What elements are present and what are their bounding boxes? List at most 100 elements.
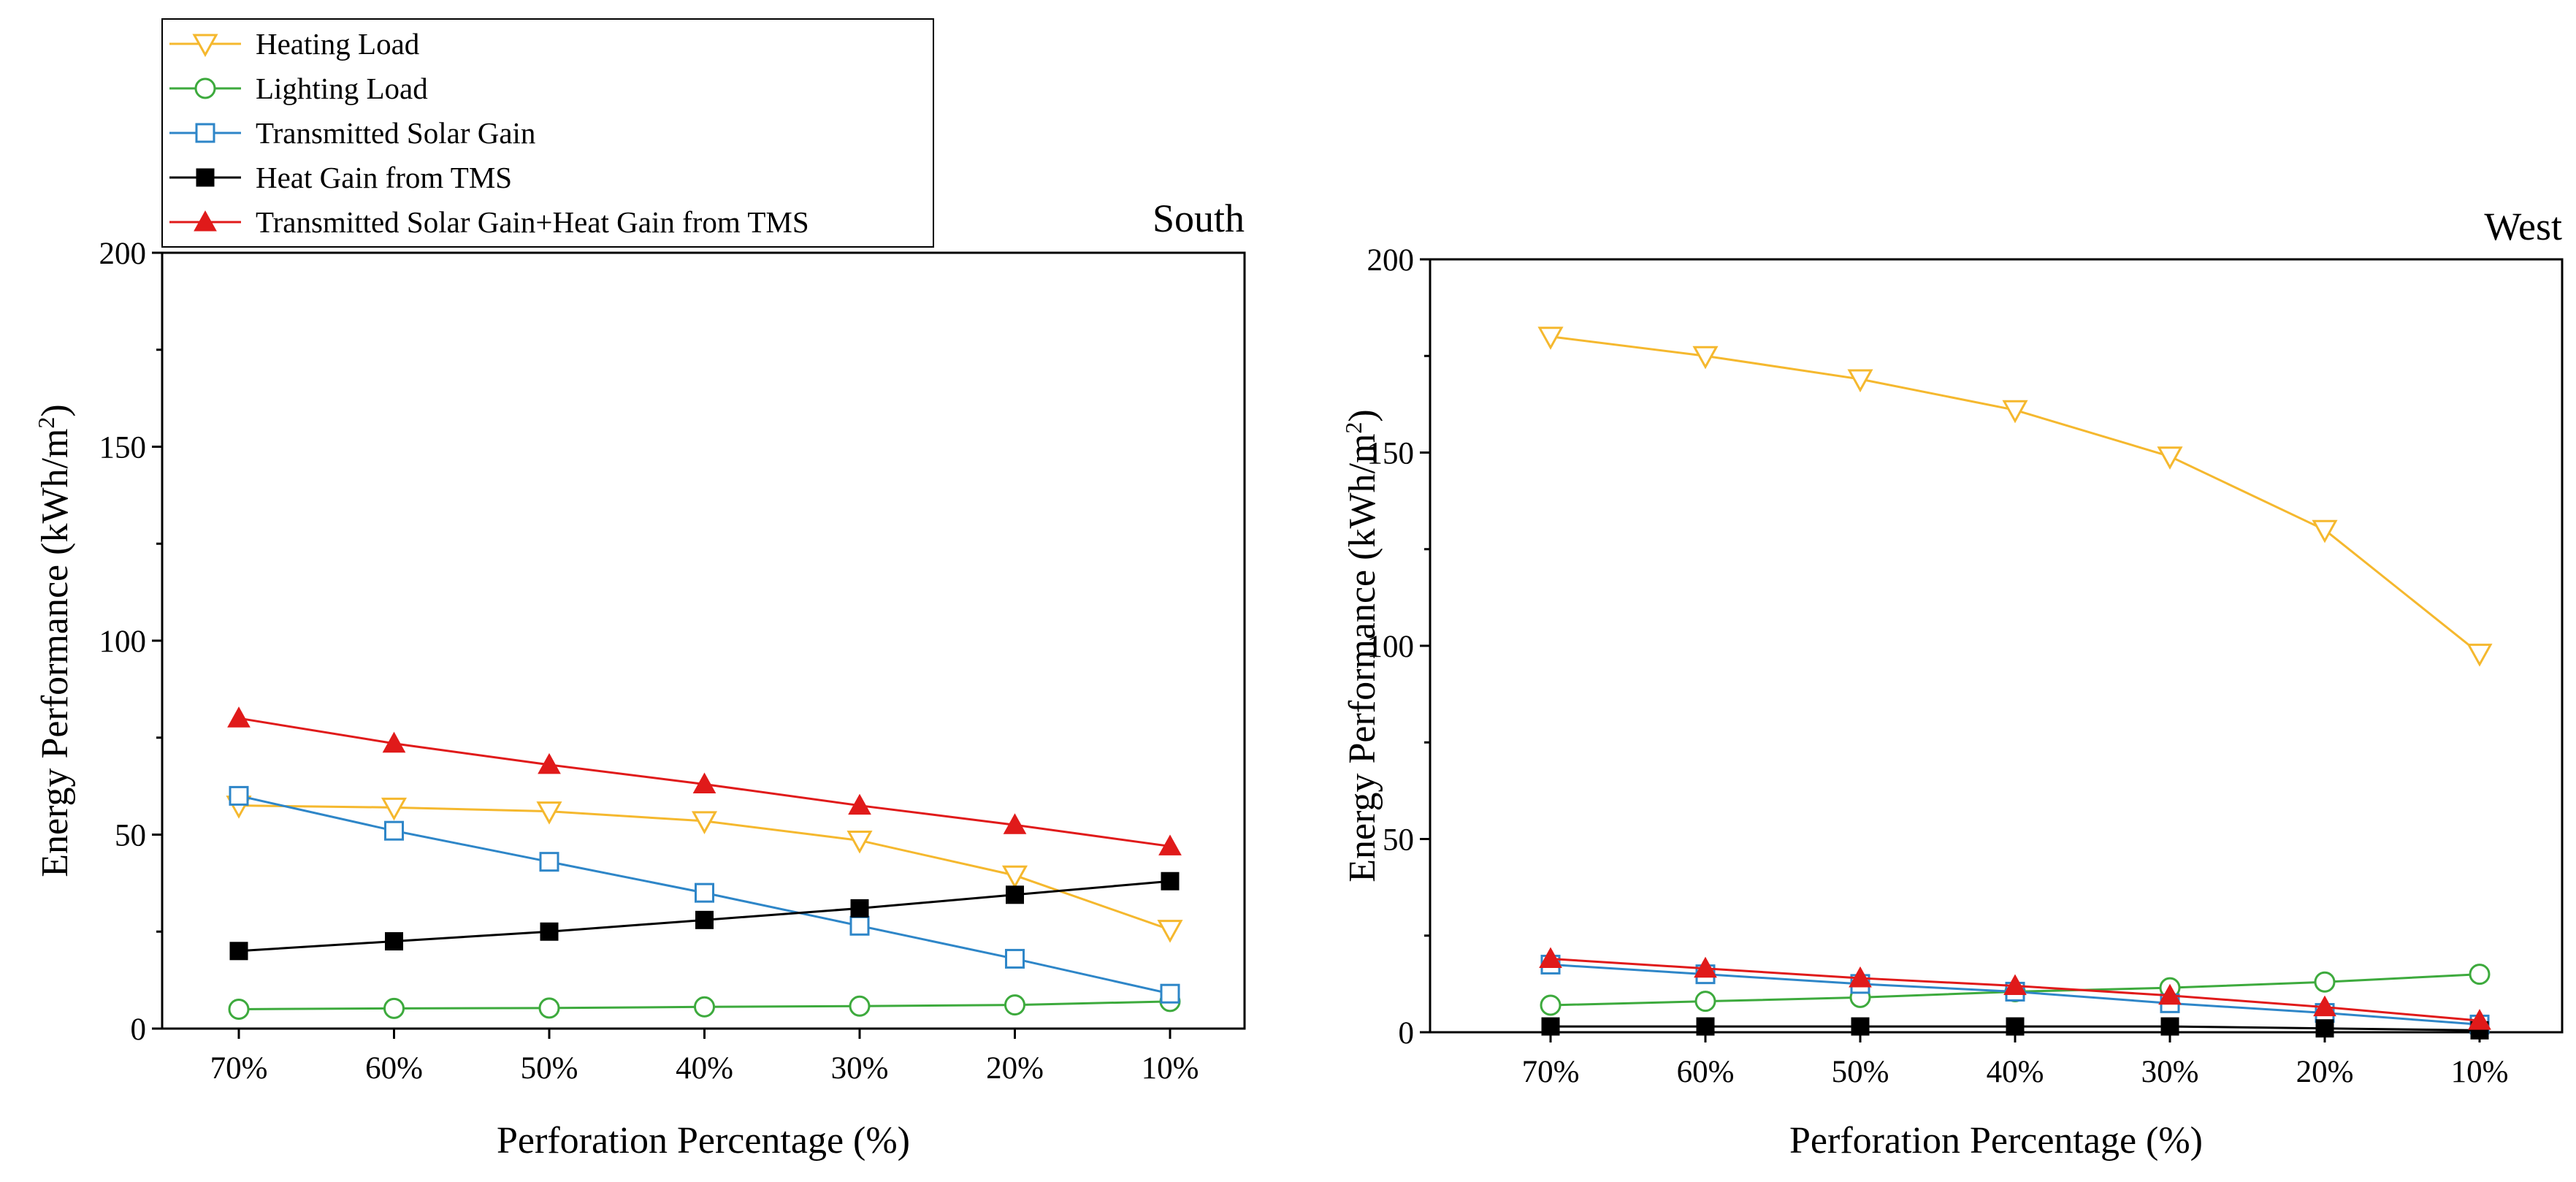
legend-entry-transmitted-solar-gain: Transmitted Solar Gain [169,116,535,150]
west-axis-ticks: 0 50 100 150 200 70% 60% 50% 40% 30% 20% 10% [1367,243,2509,1089]
west-point-heat-gain-from-tms [1541,1017,1560,1036]
south-x-tick-label: 20% [986,1051,1044,1086]
south-point-transmitted-solar-gain-heat-gain-from-tms [692,772,716,793]
south-point-transmitted-solar-gain [849,915,870,936]
west-series-heat-gain-from-tms [1541,1017,2489,1040]
west-y-tick-label: 150 [1367,437,1415,471]
south-axis-ticks: 0 50 100 150 200 70% 60% 50% 40% 30% 20% 10% [99,237,1199,1086]
south-point-heat-gain-from-tms [850,899,869,918]
south-point-transmitted-solar-gain [1160,983,1180,1004]
west-y-tick-label: 100 [1367,630,1415,664]
south-point-heat-gain-from-tms [1161,872,1180,891]
west-point-lighting-load [2314,971,2336,993]
legend-marker [192,34,218,58]
west-x-tick-label: 50% [1832,1055,1889,1089]
legend-entry-heating-load: Heating Load [169,27,419,61]
south-y-axis-title: Energy Performance (kWh/m2) [33,404,76,877]
legend-entry-heat-gain-from-tms: Heat Gain from TMS [169,161,512,194]
legend-entry-transmitted-solar-gain-heat-gain-from-tms: Transmitted Solar Gain+Heat Gain from TM… [169,205,809,239]
south-x-tick-label: 30% [831,1051,889,1086]
south-point-heat-gain-from-tms [540,922,559,941]
west-point-transmitted-solar-gain-heat-gain-from-tms [1539,947,1562,968]
south-point-transmitted-solar-gain-heat-gain-from-tms [1158,834,1182,855]
south-series-heating-load [226,796,1183,943]
west-x-tick-label: 70% [1522,1055,1580,1089]
south-point-transmitted-solar-gain-heat-gain-from-tms [1003,813,1027,834]
south-point-heat-gain-from-tms [229,942,248,961]
south-point-heating-load [536,801,562,825]
south-y-tick-label: 0 [131,1013,147,1047]
south-y-tick-label: 200 [99,237,147,271]
west-point-transmitted-solar-gain-heat-gain-from-tms [2313,995,2336,1017]
west-series-heating-load [1537,327,2493,667]
west-point-heat-gain-from-tms [2006,1017,2025,1036]
west-x-tick-label: 20% [2296,1055,2354,1089]
south-point-transmitted-solar-gain [695,882,714,903]
legend-entry-lighting-load: Lighting Load [169,72,428,105]
south-series-transmitted-solar-gain-heat-gain-from-tms [227,706,1182,855]
south-series [226,706,1183,1020]
legend-box [161,18,934,248]
west-point-heating-load [1692,346,1719,370]
south-x-tick-label: 40% [676,1051,733,1086]
south-point-lighting-load [383,997,405,1019]
west-point-transmitted-solar-gain-heat-gain-from-tms [2003,974,2027,996]
west-point-lighting-load [1694,991,1716,1013]
south-point-lighting-load [228,998,250,1020]
west-point-transmitted-solar-gain-heat-gain-from-tms [2158,983,2182,1005]
west-point-lighting-load [1540,994,1562,1016]
west-x-tick-label: 10% [2451,1055,2509,1089]
legend-label: Heating Load [256,27,419,61]
south-point-heating-load [846,830,873,854]
south-point-transmitted-solar-gain-heat-gain-from-tms [382,731,406,753]
south-series-lighting-load [228,991,1181,1020]
south-point-transmitted-solar-gain [539,852,559,872]
west-x-axis-title: Perforation Percentage (%) [1789,1120,2203,1162]
west-series-transmitted-solar-gain-heat-gain-from-tms [1539,947,2491,1030]
south-x-tick-label: 50% [521,1051,578,1086]
legend-label: Transmitted Solar Gain [256,116,535,150]
west-point-heating-load [2157,446,2183,470]
south-point-heat-gain-from-tms [695,910,714,929]
west-point-heat-gain-from-tms [2160,1017,2179,1036]
south-point-lighting-load [538,997,560,1019]
legend-marker [194,77,216,99]
south-point-heating-load [1001,865,1028,889]
west-point-transmitted-solar-gain-heat-gain-from-tms [2468,1009,2491,1030]
south-point-transmitted-solar-gain-heat-gain-from-tms [848,793,871,815]
south-point-transmitted-solar-gain [229,785,249,806]
legend-label: Heat Gain from TMS [256,161,512,194]
west-point-heating-load [1537,327,1564,350]
west-point-heat-gain-from-tms [2315,1019,2334,1038]
south-chart: South Perforation Percentage (%) Energy … [33,197,1246,1162]
west-line-heating-load [1550,335,2480,655]
south-point-heating-load [1157,920,1183,943]
legend-label: Lighting Load [256,72,428,105]
west-point-heat-gain-from-tms [1696,1017,1715,1036]
west-plot-frame [1429,258,2564,1034]
south-y-tick-label: 50 [115,819,146,853]
south-chart-title: South [1153,197,1245,240]
west-series [1537,327,2493,1040]
south-point-transmitted-solar-gain [1005,948,1025,969]
west-y-tick-label: 0 [1399,1016,1415,1051]
west-point-lighting-load [2469,964,2491,985]
west-chart-title: West [2484,205,2562,248]
west-y-tick-label: 50 [1383,823,1414,858]
south-point-transmitted-solar-gain-heat-gain-from-tms [538,752,561,774]
south-point-heat-gain-from-tms [385,932,403,951]
west-y-axis-title: Energy Performance (kWh/m2) [1340,409,1383,882]
south-x-axis-title: Perforation Percentage (%) [497,1120,910,1162]
south-point-heating-load [691,811,718,835]
legend-marker [194,210,217,232]
south-point-heating-load [381,797,408,821]
west-x-tick-label: 40% [1987,1055,2044,1089]
west-point-transmitted-solar-gain-heat-gain-from-tms [1849,966,1872,988]
west-point-heating-load [2002,400,2028,424]
south-point-transmitted-solar-gain [384,820,404,841]
legend-marker [196,168,215,187]
west-chart: West Perforation Percentage (%) Energy P… [1340,205,2564,1162]
west-point-heat-gain-from-tms [1851,1017,1870,1036]
west-point-heating-load [1847,369,1873,393]
